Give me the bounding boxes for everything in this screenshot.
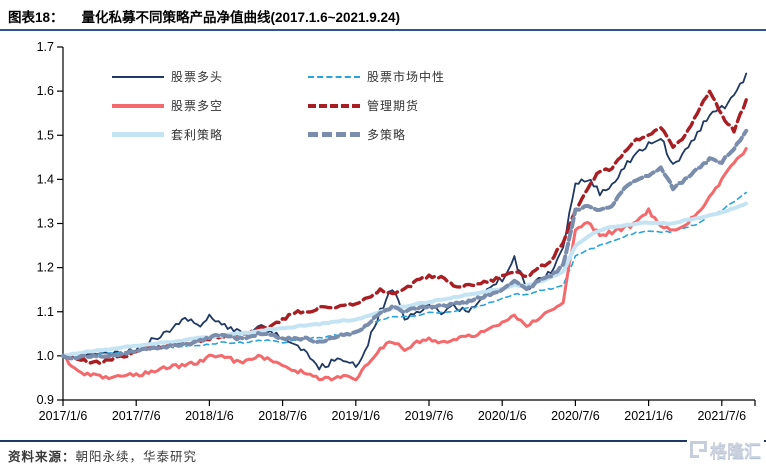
x-axis-tick-label: 2018/1/6	[185, 409, 234, 423]
y-axis-tick-label: 0.9	[37, 393, 54, 407]
x-axis-tick-label: 2019/7/6	[405, 409, 454, 423]
x-axis-tick-label: 2017/1/6	[39, 409, 88, 423]
legend-column-1: 股票多头 股票多空 套利策略	[112, 69, 223, 156]
y-axis-tick-label: 1.5	[37, 128, 54, 142]
title-underline	[0, 29, 766, 31]
y-axis-tick-label: 1.6	[37, 84, 54, 98]
chart-header: 图表18： 量化私募不同策略产品净值曲线(2017.1.6~2021.9.24)	[8, 6, 758, 28]
gelonghui-logo-icon	[690, 440, 707, 458]
x-axis-tick-label: 2020/7/6	[551, 409, 600, 423]
legend-column-2: 股票市场中性 管理期货 多策略	[308, 69, 445, 156]
legend-label: 股票市场中性	[367, 70, 446, 84]
source-label: 资料来源：	[8, 450, 76, 464]
y-axis-tick-label: 1.1	[37, 305, 54, 319]
x-axis-tick-label: 2020/1/6	[478, 409, 527, 423]
arbitrage-line-swatch	[112, 132, 164, 137]
managed-futures-line-swatch	[308, 103, 360, 108]
y-axis-tick-label: 1.4	[37, 172, 54, 186]
x-axis-tick-label: 2019/1/6	[331, 409, 380, 423]
legend-label: 管理期货	[367, 99, 420, 113]
equity-long-line-swatch	[112, 75, 164, 78]
legend-item-equity-long-short: 股票多空	[112, 98, 223, 113]
page-title: 量化私募不同策略产品净值曲线(2017.1.6~2021.9.24)	[81, 10, 401, 25]
series-line-5	[61, 128, 749, 361]
figure-number-label: 图表18：	[8, 10, 64, 25]
x-axis-tick-label: 2017/7/6	[112, 409, 161, 423]
equity-long-short-line-swatch	[112, 103, 164, 108]
y-axis-tick-label: 1.0	[37, 349, 54, 363]
multi-strategy-line-swatch	[308, 132, 360, 137]
legend-item-multi-strategy: 多策略	[308, 127, 445, 142]
y-axis-tick-label: 1.2	[37, 261, 54, 275]
x-axis-tick-label: 2018/7/6	[258, 409, 307, 423]
gelonghui-logo-text: 格隆汇	[710, 441, 761, 461]
series-line-0	[62, 72, 748, 371]
x-axis-tick-label: 2021/1/6	[624, 409, 673, 423]
x-axis-tick-label: 2021/7/6	[697, 409, 746, 423]
chart-area: 1.7 1.6 1.5 1.4 1.3 1.2 1.1 1.0 0.9 2017/1/6 2017/…	[0, 31, 766, 427]
gelonghui-watermark: 格隆汇	[687, 434, 764, 464]
footer-divider	[0, 440, 766, 442]
chart-svg: 1.7 1.6 1.5 1.4 1.3 1.2 1.1 1.0 0.9 2017/1/6 2017/…	[37, 40, 756, 423]
market-neutral-line-swatch	[308, 75, 360, 78]
legend-label: 套利策略	[171, 128, 224, 142]
legend-label: 多策略	[367, 128, 407, 142]
y-axis-tick-label: 1.7	[37, 40, 54, 54]
legend-label: 股票多头	[171, 70, 224, 84]
legend-item-market-neutral: 股票市场中性	[308, 69, 445, 84]
legend-label: 股票多空	[171, 99, 224, 113]
y-axis-tick-label: 1.3	[37, 217, 54, 231]
legend-item-managed-futures: 管理期货	[308, 98, 445, 113]
source-text: 朝阳永续，华泰研究	[75, 450, 198, 464]
series-line-4	[61, 201, 749, 358]
data-source-note: 资料来源：朝阳永续，华泰研究	[8, 446, 197, 465]
legend-item-equity-long: 股票多头	[112, 69, 223, 84]
legend-item-arbitrage: 套利策略	[112, 127, 223, 142]
